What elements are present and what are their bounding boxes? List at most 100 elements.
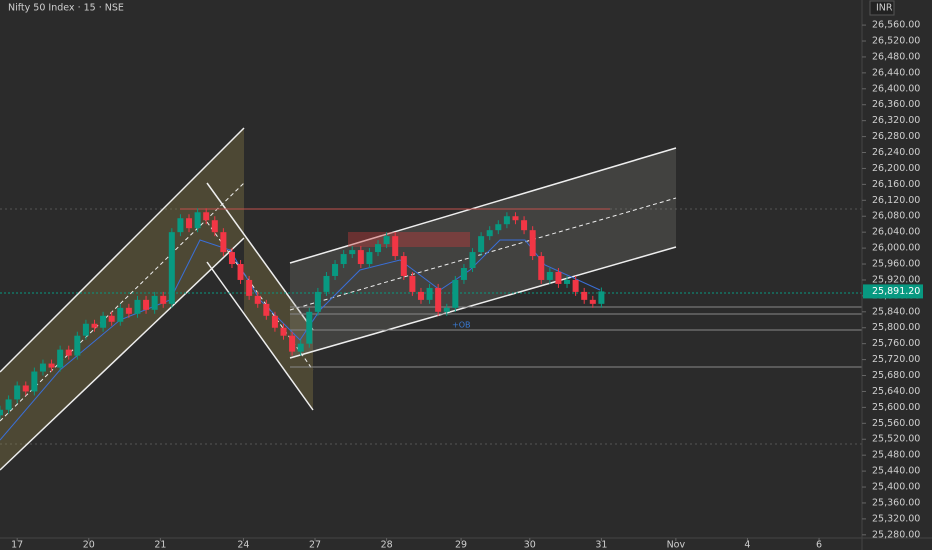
candle-body xyxy=(409,275,416,292)
candle-body xyxy=(332,264,339,276)
candle-body xyxy=(383,236,390,245)
y-tick-label: 25,920.00 xyxy=(872,274,920,285)
candle-body xyxy=(5,399,12,410)
candle-body xyxy=(443,307,450,312)
y-tick-label: 26,440.00 xyxy=(872,67,920,78)
y-tick-label: 26,000.00 xyxy=(872,243,920,254)
candle-body xyxy=(31,371,38,392)
y-tick-label: 25,800.00 xyxy=(872,322,920,333)
candle-body xyxy=(512,216,519,221)
x-tick-label: Nov xyxy=(667,540,686,550)
candle-body xyxy=(323,275,330,292)
candle-body xyxy=(460,268,467,280)
y-tick-label: 25,320.00 xyxy=(872,513,920,524)
candle-body xyxy=(581,291,588,300)
candle-body xyxy=(151,295,158,310)
y-tick-label: 26,360.00 xyxy=(872,99,920,110)
candle-body xyxy=(555,271,562,284)
candle-body xyxy=(306,311,313,344)
y-tick-label: 25,440.00 xyxy=(872,466,920,477)
candle-body xyxy=(546,271,553,280)
candle-body xyxy=(521,220,528,231)
candle-body xyxy=(91,323,98,328)
last-price-tag xyxy=(863,284,923,299)
candle-body xyxy=(82,323,89,336)
channel-line xyxy=(206,261,314,411)
y-tick-label: 26,280.00 xyxy=(872,131,920,142)
candle-body xyxy=(392,236,399,257)
candle-body xyxy=(340,254,347,265)
y-tick-label: 25,640.00 xyxy=(872,386,920,397)
candle-body xyxy=(572,279,579,292)
x-tick-label: 21 xyxy=(154,540,166,550)
currency-box xyxy=(869,0,895,16)
candle-body xyxy=(220,232,227,253)
candle-body xyxy=(375,244,382,253)
candle-body xyxy=(246,279,253,296)
candle-body xyxy=(503,216,510,225)
candle-body xyxy=(39,363,46,372)
channel-line xyxy=(206,182,314,331)
x-tick-label: 31 xyxy=(595,540,607,550)
channel-fill xyxy=(0,128,244,470)
y-tick-label: 26,240.00 xyxy=(872,147,920,158)
x-tick-label: 28 xyxy=(381,540,393,550)
candle-body xyxy=(194,212,201,229)
candle-body xyxy=(435,287,442,312)
channel-line xyxy=(289,147,677,264)
y-tick-label: 25,960.00 xyxy=(872,259,920,270)
drawings xyxy=(0,127,862,471)
candle-body xyxy=(314,291,321,312)
y-tick-label: 25,560.00 xyxy=(872,418,920,429)
candle-body xyxy=(48,363,55,368)
candle-body xyxy=(263,303,270,316)
candle-body xyxy=(211,220,218,233)
candle-body xyxy=(529,230,536,257)
candle-body xyxy=(598,291,605,304)
candle-body xyxy=(203,212,210,221)
currency: INR xyxy=(876,3,893,14)
y-tick-label: 26,120.00 xyxy=(872,195,920,206)
y-tick-label: 25,840.00 xyxy=(872,306,920,317)
x-tick-label: 24 xyxy=(237,540,249,550)
candle-body xyxy=(117,307,124,322)
x-tick-label: 30 xyxy=(524,540,536,550)
candle-body xyxy=(289,335,296,352)
y-tick-label: 25,520.00 xyxy=(872,434,920,445)
y-tick-label: 26,040.00 xyxy=(872,227,920,238)
candle-body xyxy=(143,299,150,310)
candle-body xyxy=(254,295,261,304)
channel-line xyxy=(289,246,677,359)
candle-body xyxy=(22,385,29,392)
candle-body xyxy=(228,252,235,265)
candle-body xyxy=(589,299,596,304)
x-tick-label: 17 xyxy=(11,540,23,550)
y-tick-label: 25,720.00 xyxy=(872,354,920,365)
candle-body xyxy=(65,349,72,356)
candle-body xyxy=(452,279,459,308)
candle-body xyxy=(74,335,81,356)
y-tick-label: 26,080.00 xyxy=(872,211,920,222)
y-tick-label: 26,480.00 xyxy=(872,51,920,62)
candle-body xyxy=(417,291,424,300)
y-tick-label: 25,680.00 xyxy=(872,370,920,381)
y-tick-label: 25,400.00 xyxy=(872,482,920,493)
candle-body xyxy=(478,236,485,253)
candle-body xyxy=(100,315,107,328)
candle-body xyxy=(14,385,21,400)
candle-body xyxy=(177,218,184,233)
candle-body xyxy=(280,327,287,336)
candle-body xyxy=(160,295,167,304)
channel-line xyxy=(0,127,245,373)
candle-body xyxy=(538,256,545,280)
y-tick-label: 25,480.00 xyxy=(872,450,920,461)
order-block xyxy=(348,232,470,247)
candle-body xyxy=(486,230,493,237)
candle-body xyxy=(168,232,175,304)
candle-body xyxy=(57,349,64,368)
candle-body xyxy=(271,315,278,328)
channel-mid xyxy=(289,197,677,311)
y-tick-label: 26,200.00 xyxy=(872,163,920,174)
x-tick-label: 29 xyxy=(455,540,467,550)
candle-body xyxy=(349,250,356,255)
